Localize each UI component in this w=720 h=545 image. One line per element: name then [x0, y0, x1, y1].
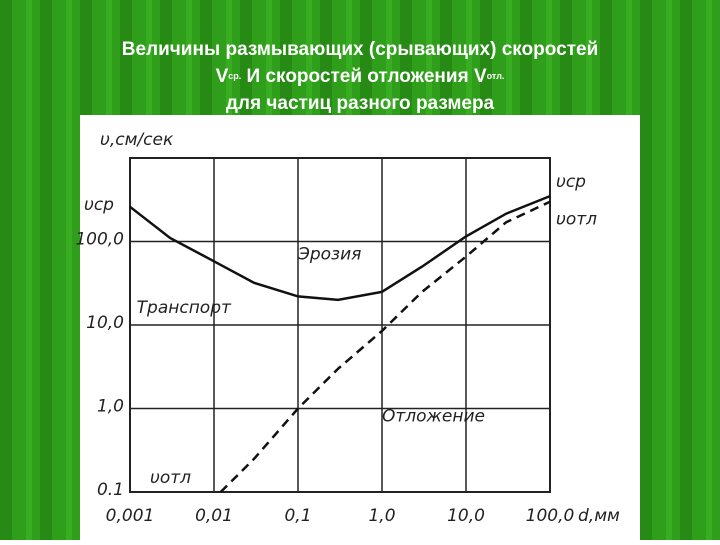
title-segment: ср.	[228, 71, 241, 81]
title-line: Vср. И скоростей отложения Vотл.	[216, 66, 505, 87]
title-segment: V	[216, 66, 229, 87]
title-segment: Величины размывающих (срывающих) скорост…	[122, 39, 599, 60]
title-segment: отл.	[487, 71, 505, 81]
title-line: для частиц разного размера	[226, 93, 495, 114]
chart: 0,001 0,01 0,1 1,0 10,0 100,0 0.1 1,0 10,0 100,0 υ…	[75, 130, 620, 526]
x-tick-label: 0,001	[106, 506, 155, 526]
y-tick-label: 100,0	[75, 230, 124, 250]
x-tick-label: 0,1	[284, 506, 311, 526]
series-label: υотл	[556, 210, 597, 230]
y-axis-label: υ,см/сек	[100, 130, 174, 150]
series-label: υср	[556, 172, 586, 192]
title-segment: для частиц разного размера	[226, 93, 495, 114]
y-tick-label: 0.1	[97, 480, 124, 500]
series-label: υотл	[150, 468, 191, 488]
series-label: υср	[84, 195, 114, 215]
line-series	[219, 200, 551, 493]
annotation: Эрозия	[297, 244, 361, 264]
x-tick-label: 0,01	[195, 506, 233, 526]
chart-panel	[80, 115, 640, 540]
annotation: Транспорт	[137, 298, 232, 318]
y-tick-label: 1,0	[97, 397, 124, 417]
x-tick-label: 1,0	[368, 506, 395, 526]
x-axis-label: d,мм	[578, 506, 620, 526]
x-tick-label: 10,0	[447, 506, 485, 526]
title: Величины размывающих (срывающих) скорост…	[122, 39, 599, 114]
y-tick-label: 10,0	[86, 313, 124, 333]
x-tick-label: 100,0	[526, 506, 575, 526]
line-series	[129, 194, 551, 302]
annotation: Отложение	[382, 407, 485, 427]
plot-frame	[129, 157, 551, 493]
title-line: Величины размывающих (срывающих) скорост…	[122, 39, 599, 60]
title-segment: И скоростей отложения V	[241, 66, 487, 87]
